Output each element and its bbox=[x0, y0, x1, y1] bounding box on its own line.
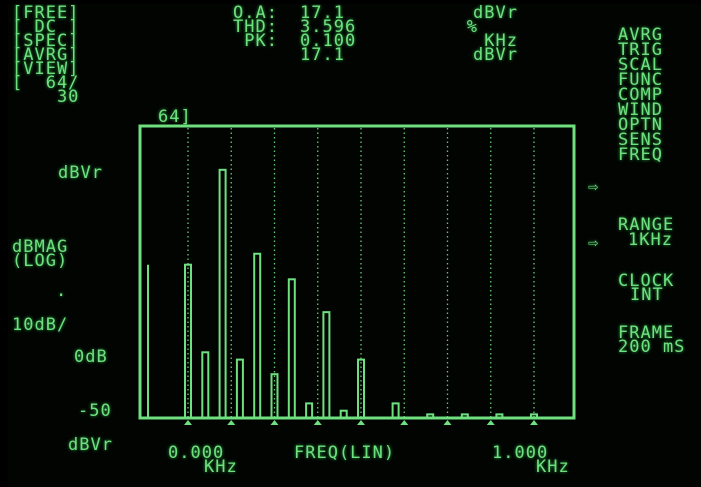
x-start-value: 0.000 bbox=[168, 443, 225, 463]
spectrum-bar bbox=[530, 413, 538, 420]
right-soft-menu: AVRG TRIG SCAL FUNC COMP WIND OPTN SENS … bbox=[618, 25, 663, 165]
menu-item-comp[interactable]: COMP bbox=[618, 85, 663, 105]
frame-label[interactable]: FRAME bbox=[618, 323, 675, 343]
range-label[interactable]: RANGE bbox=[618, 215, 675, 235]
y-bottom-label: -50 bbox=[78, 401, 112, 421]
grid-marker bbox=[443, 420, 452, 425]
spectrum-bar bbox=[184, 263, 192, 420]
readout-unit-oa: dBVr bbox=[473, 4, 518, 23]
y-scale-label: 10dB/ bbox=[12, 315, 69, 335]
spectrum-bar bbox=[322, 311, 331, 419]
x-end-value: 1.000 bbox=[492, 443, 549, 463]
status-line: [AVRG] bbox=[12, 45, 80, 65]
spectrum-plot bbox=[138, 124, 576, 425]
y-mode-label: dBMAG bbox=[12, 237, 69, 257]
x-start-unit: KHz bbox=[204, 457, 238, 477]
grid-marker bbox=[530, 420, 538, 425]
spectrum-bar bbox=[218, 168, 227, 419]
spectrum-bar bbox=[235, 358, 244, 420]
menu-item-wind[interactable]: WIND bbox=[618, 100, 663, 120]
status-line: [FREE] bbox=[12, 4, 80, 23]
y-top-unit: dBVr bbox=[58, 163, 103, 183]
grid-marker bbox=[270, 420, 279, 425]
y-dot: . bbox=[56, 281, 68, 301]
readout-unit-thd: % bbox=[466, 17, 478, 37]
x-end-unit: KHz bbox=[536, 457, 570, 477]
menu-item-avrg[interactable]: AVRG bbox=[618, 25, 663, 45]
analyzer-screen: [FREE] [ DC ] [SPEC] [AVRG] [VIEW] [ 64/… bbox=[8, 4, 701, 487]
status-line: [ DC ] bbox=[12, 17, 80, 37]
readout-value-pk: 0.100 bbox=[300, 31, 357, 51]
menu-item-scal[interactable]: SCAL bbox=[618, 55, 663, 75]
arrow-right-icon: ⇨ bbox=[588, 233, 600, 253]
readout-label-oa: O.A: bbox=[233, 4, 278, 23]
grid-marker bbox=[486, 420, 495, 425]
arrow-right-icon: ⇨ bbox=[588, 177, 600, 197]
spectrum-bar bbox=[426, 413, 435, 420]
frame-value: 200 mS bbox=[618, 337, 686, 357]
grid-marker bbox=[227, 420, 236, 425]
y-ref-label: 0dB bbox=[74, 347, 108, 367]
y-bottom-unit: dBVr bbox=[68, 435, 113, 455]
frame-count: 64] bbox=[158, 107, 192, 127]
clock-label[interactable]: CLOCK bbox=[618, 271, 675, 291]
menu-item-sens[interactable]: SENS bbox=[618, 130, 663, 150]
spectrum-bar bbox=[357, 358, 365, 420]
y-mode-label-2: (LOG) bbox=[12, 251, 69, 271]
readout-value-thd: 3.596 bbox=[300, 17, 357, 37]
spectrum-bar bbox=[495, 413, 504, 420]
readout-label-pk: PK: bbox=[244, 31, 278, 51]
grid-marker bbox=[313, 420, 322, 425]
spectrum-bar bbox=[391, 402, 400, 419]
spectrum-bar bbox=[270, 373, 279, 420]
menu-item-trig[interactable]: TRIG bbox=[618, 40, 663, 60]
status-line: [SPEC] bbox=[12, 31, 80, 51]
grid-marker bbox=[400, 420, 409, 425]
spectrum-bar bbox=[339, 409, 348, 420]
menu-item-func[interactable]: FUNC bbox=[618, 70, 663, 90]
grid-marker bbox=[184, 420, 192, 425]
readout-unit-level: dBVr bbox=[473, 45, 518, 65]
menu-item-optn[interactable]: OPTN bbox=[618, 115, 663, 135]
status-line: 30 bbox=[12, 87, 80, 107]
readout-value-oa: 17.1 bbox=[300, 4, 345, 23]
grid-marker bbox=[357, 420, 365, 425]
range-value: 1KHz bbox=[628, 230, 673, 250]
spectrum-bar bbox=[253, 252, 262, 419]
clock-value: INT bbox=[630, 285, 664, 305]
status-line: [VIEW] bbox=[12, 59, 80, 79]
spectrum-bar bbox=[305, 402, 314, 419]
readout-label-thd: THD: bbox=[233, 17, 278, 37]
x-center-label: FREQ(LIN) bbox=[294, 443, 396, 463]
readout-unit-pk: KHz bbox=[484, 31, 518, 51]
spectrum-bar bbox=[460, 413, 469, 420]
menu-item-freq[interactable]: FREQ bbox=[618, 145, 663, 165]
status-line: [ 64/ bbox=[12, 73, 80, 93]
spectrum-bar bbox=[287, 278, 296, 419]
spectrum-bar bbox=[201, 351, 210, 419]
readout-value-level: 17.1 bbox=[300, 45, 345, 65]
